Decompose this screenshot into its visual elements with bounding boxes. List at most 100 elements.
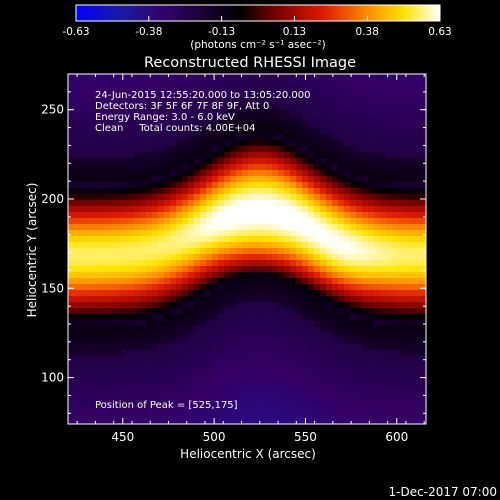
heatmap-cell	[308, 410, 315, 417]
heatmap-cell	[158, 158, 165, 165]
heatmap-cell	[86, 140, 93, 147]
y-tick-label: 100	[41, 371, 64, 385]
heatmap-cell	[200, 230, 207, 237]
heatmap-cell	[194, 122, 201, 129]
heatmap-cell	[212, 272, 219, 279]
heatmap-cell	[404, 404, 411, 411]
heatmap-cell	[254, 170, 261, 177]
heatmap-cell	[224, 416, 231, 423]
heatmap-cell	[86, 86, 93, 93]
heatmap-cell	[170, 104, 177, 111]
heatmap-cell	[158, 116, 165, 123]
heatmap-cell	[86, 302, 93, 309]
heatmap-cell	[134, 152, 141, 159]
heatmap-cell	[278, 410, 285, 417]
heatmap-cell	[374, 332, 381, 339]
heatmap-cell	[308, 332, 315, 339]
heatmap-cell	[128, 338, 135, 345]
heatmap-cell	[344, 338, 351, 345]
heatmap-cell	[242, 338, 249, 345]
heatmap-cell	[134, 170, 141, 177]
heatmap-cell	[248, 152, 255, 159]
heatmap-cell	[248, 374, 255, 381]
heatmap-cell	[320, 80, 327, 87]
heatmap-cell	[182, 296, 189, 303]
heatmap-cell	[248, 80, 255, 87]
heatmap-cell	[170, 98, 177, 105]
heatmap-cell	[266, 236, 273, 243]
heatmap-cell	[410, 236, 417, 243]
heatmap-cell	[338, 236, 345, 243]
heatmap-cell	[320, 302, 327, 309]
heatmap-cell	[104, 104, 111, 111]
heatmap-cell	[398, 110, 405, 117]
heatmap-cell	[266, 74, 273, 81]
heatmap-cell	[248, 386, 255, 393]
heatmap-cell	[164, 278, 171, 285]
heatmap-cell	[296, 194, 303, 201]
heatmap-cell	[104, 314, 111, 321]
heatmap-cell	[128, 368, 135, 375]
heatmap-cell	[416, 314, 423, 321]
heatmap-cell	[260, 98, 267, 105]
heatmap-cell	[92, 188, 99, 195]
heatmap-cell	[224, 206, 231, 213]
heatmap-cell	[392, 152, 399, 159]
heatmap-cell	[128, 152, 135, 159]
heatmap-cell	[398, 242, 405, 249]
heatmap-cell	[164, 260, 171, 267]
heatmap-cell	[386, 332, 393, 339]
heatmap-cell	[422, 164, 426, 171]
heatmap-cell	[296, 152, 303, 159]
heatmap-cell	[110, 170, 117, 177]
heatmap-cell	[278, 272, 285, 279]
heatmap-cell	[266, 98, 273, 105]
heatmap-cell	[98, 224, 105, 231]
heatmap-cell	[374, 164, 381, 171]
heatmap-cell	[290, 248, 297, 255]
heatmap-cell	[332, 128, 339, 135]
heatmap-cell	[80, 212, 87, 219]
heatmap-cell	[158, 236, 165, 243]
heatmap-cell	[284, 344, 291, 351]
heatmap-cell	[116, 224, 123, 231]
heatmap-cell	[410, 254, 417, 261]
heatmap-cell	[368, 182, 375, 189]
heatmap-cell	[416, 212, 423, 219]
heatmap-cell	[128, 194, 135, 201]
heatmap-cell	[308, 398, 315, 405]
heatmap-cell	[344, 86, 351, 93]
heatmap-cell	[140, 152, 147, 159]
heatmap-cell	[260, 140, 267, 147]
heatmap-cell	[74, 128, 81, 135]
heatmap-cell	[326, 80, 333, 87]
heatmap-cell	[98, 80, 105, 87]
heatmap-cell	[332, 194, 339, 201]
heatmap-cell	[158, 290, 165, 297]
heatmap-cell	[314, 404, 321, 411]
heatmap-cell	[80, 152, 87, 159]
heatmap-cell	[272, 272, 279, 279]
heatmap-cell	[332, 200, 339, 207]
heatmap-cell	[260, 254, 267, 261]
heatmap-cell	[404, 278, 411, 285]
heatmap-cell	[116, 92, 123, 99]
heatmap-cell	[266, 356, 273, 363]
heatmap-cell	[128, 212, 135, 219]
heatmap-cell	[248, 356, 255, 363]
heatmap-cell	[110, 392, 117, 399]
heatmap-cell	[368, 404, 375, 411]
heatmap-cell	[368, 98, 375, 105]
heatmap-cell	[416, 164, 423, 171]
heatmap-cell	[176, 176, 183, 183]
heatmap-cell	[380, 260, 387, 267]
heatmap-cell	[68, 308, 75, 315]
heatmap-cell	[98, 110, 105, 117]
heatmap-cell	[314, 416, 321, 423]
heatmap-cell	[104, 326, 111, 333]
heatmap-cell	[326, 392, 333, 399]
heatmap-cell	[110, 164, 117, 171]
heatmap-cell	[278, 302, 285, 309]
heatmap-cell	[80, 416, 87, 423]
heatmap-cell	[314, 158, 321, 165]
